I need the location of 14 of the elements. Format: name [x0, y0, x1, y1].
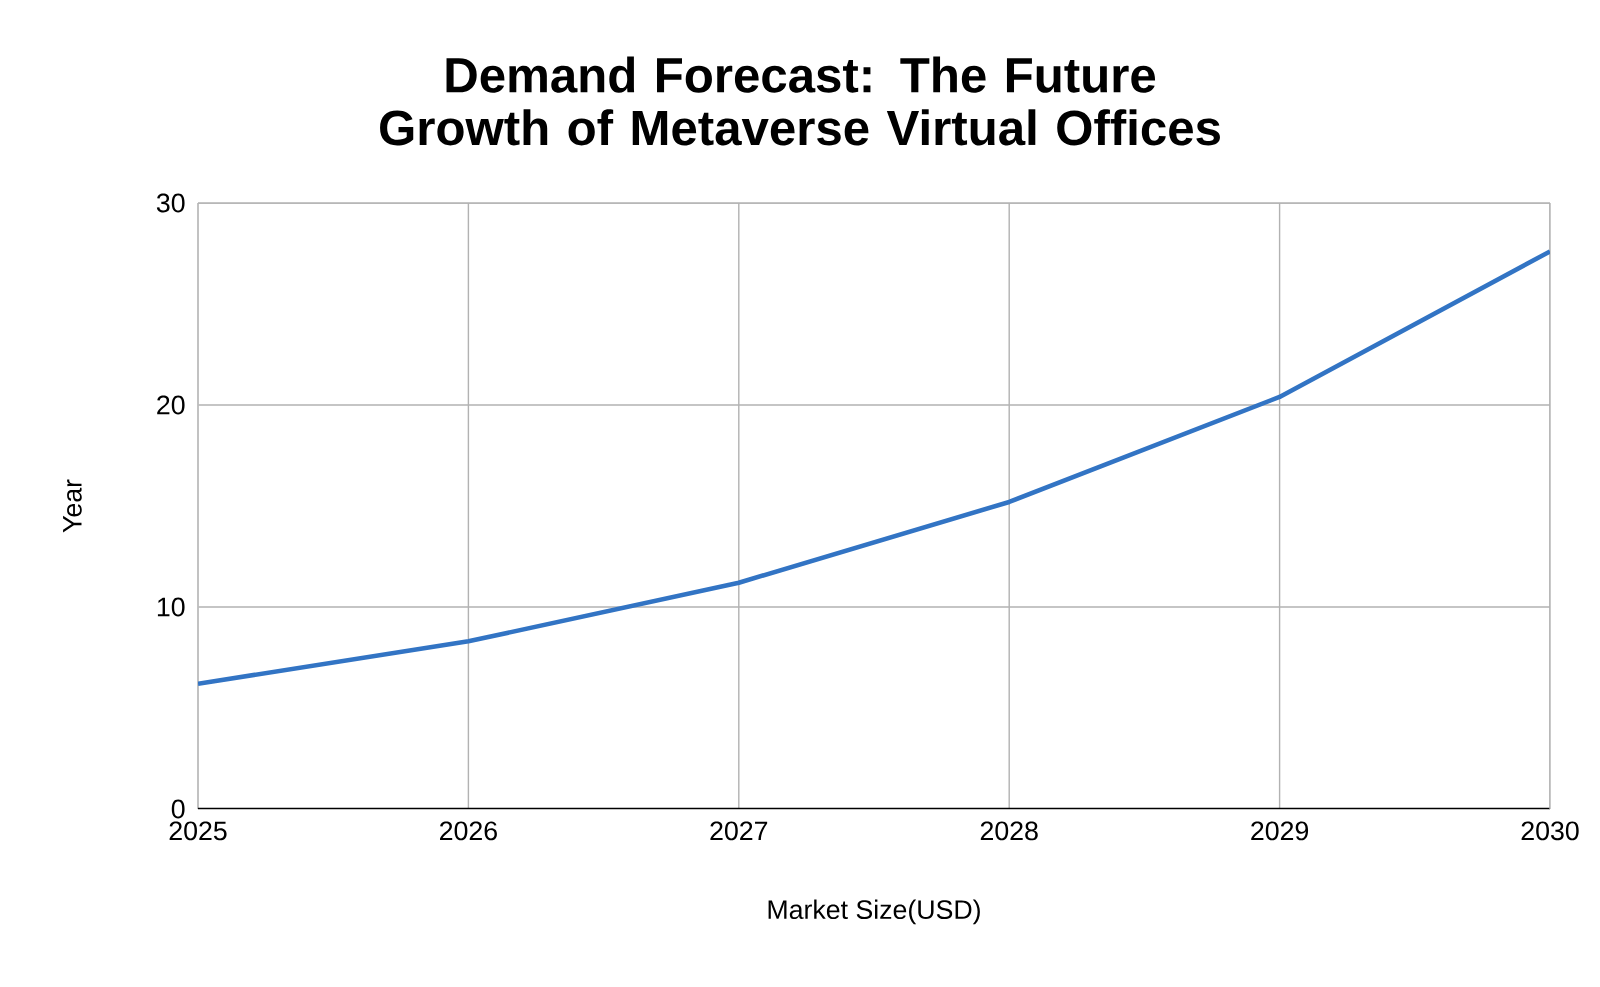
chart-title: Demand Forecast: The Future Growth of Metaverse Virtual Offices: [380, 56, 1220, 146]
line-series: [198, 249, 1550, 687]
y-tick-label: 20: [157, 395, 185, 415]
x-tick-label: 2027: [710, 821, 768, 841]
x-tick-label: 2030: [1521, 821, 1579, 841]
x-tick-label: 2025: [169, 821, 227, 841]
y-axis-title: Year: [63, 479, 82, 533]
x-tick-label: 2029: [1251, 821, 1309, 841]
y-tick-label: 10: [157, 597, 185, 617]
x-tick-label: 2028: [980, 821, 1038, 841]
y-tick-label: 30: [156, 193, 185, 213]
x-tick-label: 2026: [440, 821, 497, 841]
x-axis-title: Market Size(USD): [768, 899, 980, 925]
y-tick-label: 0: [171, 799, 185, 819]
